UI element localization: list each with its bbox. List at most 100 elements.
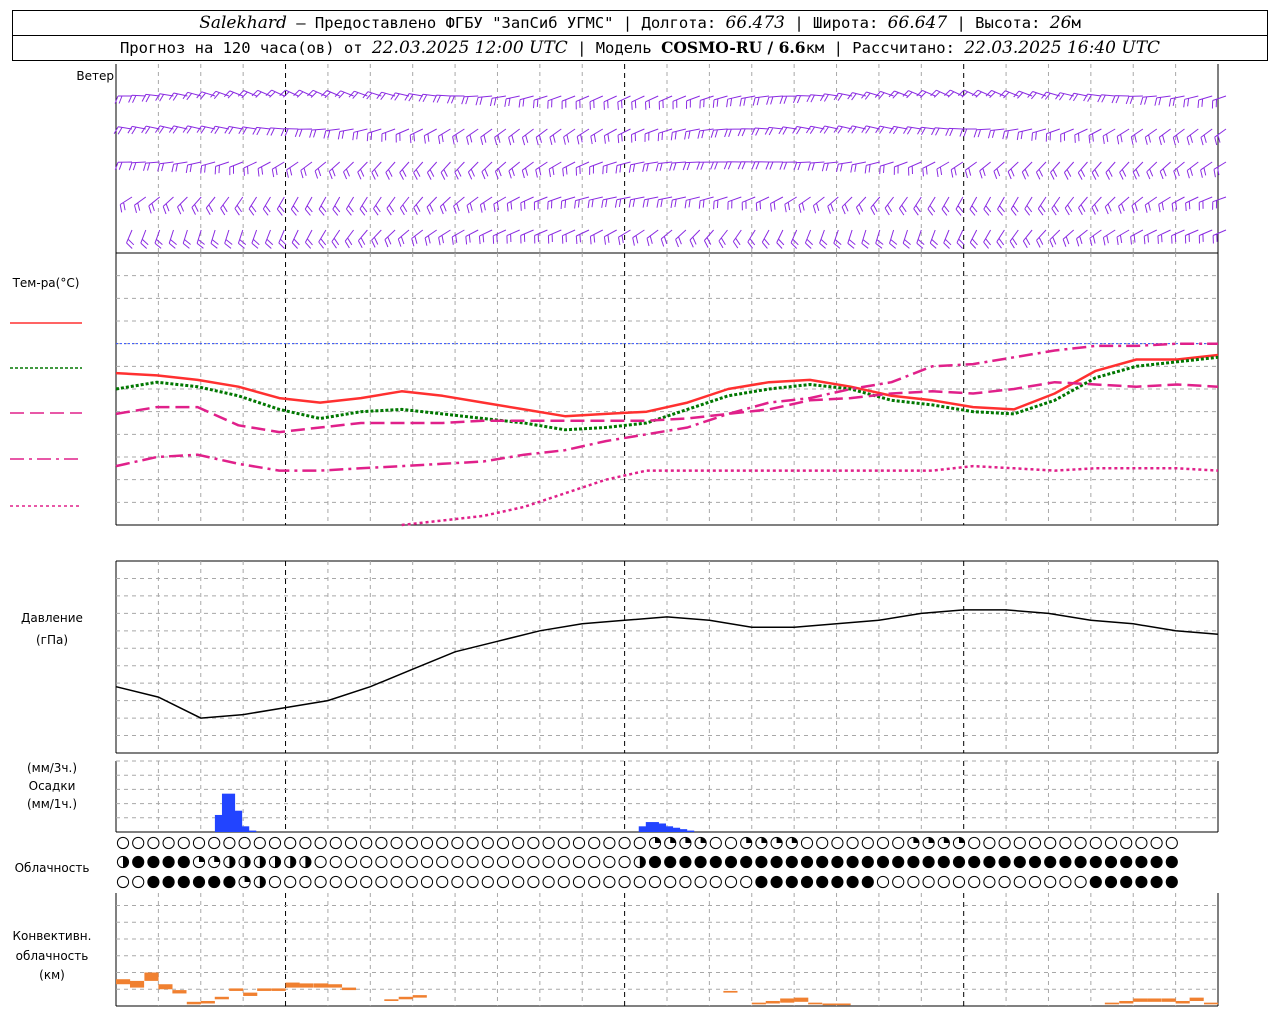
cloud-symbol [466,855,479,869]
cloud-symbol [968,875,981,889]
cloud-symbol [132,875,145,889]
cloud-half-fill [244,856,251,868]
cloud-symbol [892,836,905,850]
cloud-symbol [922,875,935,889]
wind-barb-group [113,89,1227,249]
cloud-symbol [481,855,494,869]
cloud-quarter-fill [761,837,767,843]
cloud-symbol [603,875,616,889]
conv-cloud-bar [751,1002,766,1005]
cloud-half-fill [275,856,281,868]
cloud-symbol [633,875,646,889]
model-unit: км [805,39,825,57]
cloud-symbol [1028,855,1042,869]
cloud-symbol [800,855,814,869]
cloud-symbol [983,855,996,869]
conv-cloud-bar [398,996,413,1000]
cloud-symbol [162,836,175,850]
cloud-symbol [451,836,464,850]
cloud-symbol [785,875,798,889]
cloud-quarter-fill [791,837,798,843]
conv-cloud-bar [285,982,300,988]
cloud-symbol [223,836,236,850]
conv-cloud-bar [172,990,187,994]
cloud-symbol [360,875,373,889]
cloud-half-fill [229,856,235,868]
cloud-symbol [1044,855,1057,869]
cloud-symbol [177,836,190,850]
cloud-quarter-fill [670,837,676,843]
temperature-lines [115,342,1219,527]
convective-cloud-bars [116,972,1219,1006]
conv-cloud-bar [1204,1002,1219,1005]
cloud-symbol [527,875,540,889]
conv-cloud-bar [341,987,357,991]
conv-cloud-bar [384,999,399,1001]
cloud-symbol [496,875,510,889]
conv-cloud-bar [836,1003,851,1006]
cloud-symbol [436,836,449,850]
cloud-symbol [1104,875,1118,889]
cloud-symbol [132,836,145,850]
cloud-symbol [724,836,738,850]
cloud-symbol [1044,875,1057,889]
cloud-symbol [831,855,844,869]
cloud-symbol [451,875,464,889]
cloud-symbol [998,875,1011,889]
cloud-symbol [390,836,403,850]
cloud-symbol [664,875,677,889]
cloud-symbol [1104,855,1118,869]
cloud-symbol [557,836,570,850]
cloud-symbol [618,836,631,850]
cloud-symbol [360,855,373,869]
cloud-quarter-fill [685,837,691,843]
cloud-symbol [344,836,358,850]
cloud-symbol [162,875,175,889]
cloud-symbol [1104,836,1118,850]
cloud-symbol [116,836,130,850]
cloud-symbol [299,836,312,850]
cloud-symbol [481,836,494,850]
cloud-symbol [496,855,510,869]
cloud-symbol [147,875,160,889]
cloud-symbol [892,855,905,869]
cloud-symbol [1165,855,1178,869]
precip-bar [243,830,257,832]
cloud-symbol [542,855,555,869]
cloud-symbol [907,855,920,869]
conv-label-1: Конвективн. [13,929,92,943]
cloud-symbol [329,836,342,850]
conv-cloud-bar [412,995,427,998]
cloud-quarter-fill [655,837,661,843]
temp-label: Тем-ра(°C) [12,276,80,290]
forecast-label: Прогноз на 120 часа(ов) от [119,39,372,57]
cloud-symbol [588,855,601,869]
cloud-symbol [679,875,692,889]
conv-cloud-bar [808,1002,823,1005]
temp-series-line [115,353,1219,418]
conv-cloud-bar [299,983,314,988]
conv-cloud-bar [243,992,258,996]
cloud-symbol [740,855,753,869]
cloud-symbol [1013,836,1026,850]
cloud-half-fill [259,856,266,868]
forecast-date: 22.03.2025 12:00 UTC [371,38,568,58]
precip-bar [236,826,250,832]
cloud-symbol [1013,855,1026,869]
conv-cloud-bar [1175,1000,1190,1004]
cloud-symbol [1044,836,1057,850]
cloud-symbol [314,836,327,850]
cloud-symbol [1120,855,1133,869]
cloud-symbol [588,836,601,850]
cloud-symbol [557,855,570,869]
conv-cloud-bar [765,1000,780,1004]
conv-cloud-bar [1104,1002,1119,1005]
cloud-symbol [770,875,783,889]
wind-label: Ветер [76,69,114,83]
cloud-symbol [1135,875,1148,889]
cloud-symbol [952,875,966,889]
cloud-symbol [724,875,738,889]
cloud-symbol [694,875,707,889]
precip-label: Осадки [29,779,76,793]
wind-barbs [113,89,1227,249]
